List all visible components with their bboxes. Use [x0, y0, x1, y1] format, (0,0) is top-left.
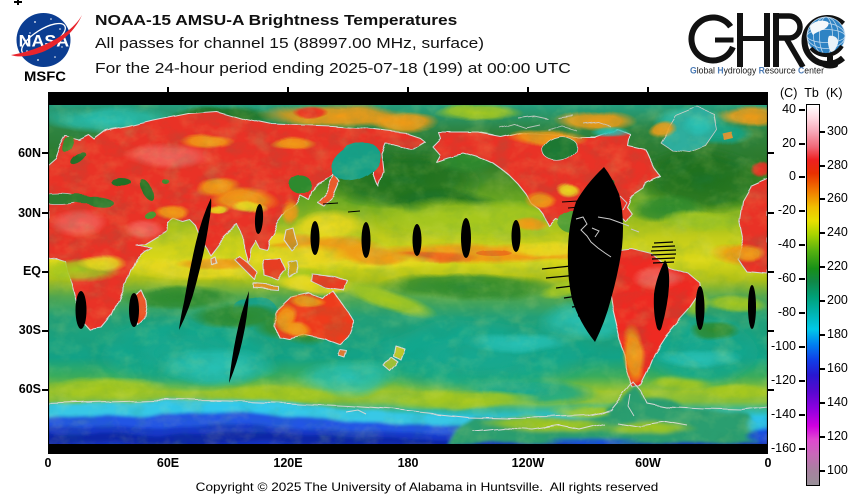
svg-text:NASA: NASA — [19, 31, 69, 50]
svg-text:Global Hydrology Resource Cent: Global Hydrology Resource Center — [690, 66, 824, 76]
svg-text:MSFC: MSFC — [24, 69, 66, 84]
